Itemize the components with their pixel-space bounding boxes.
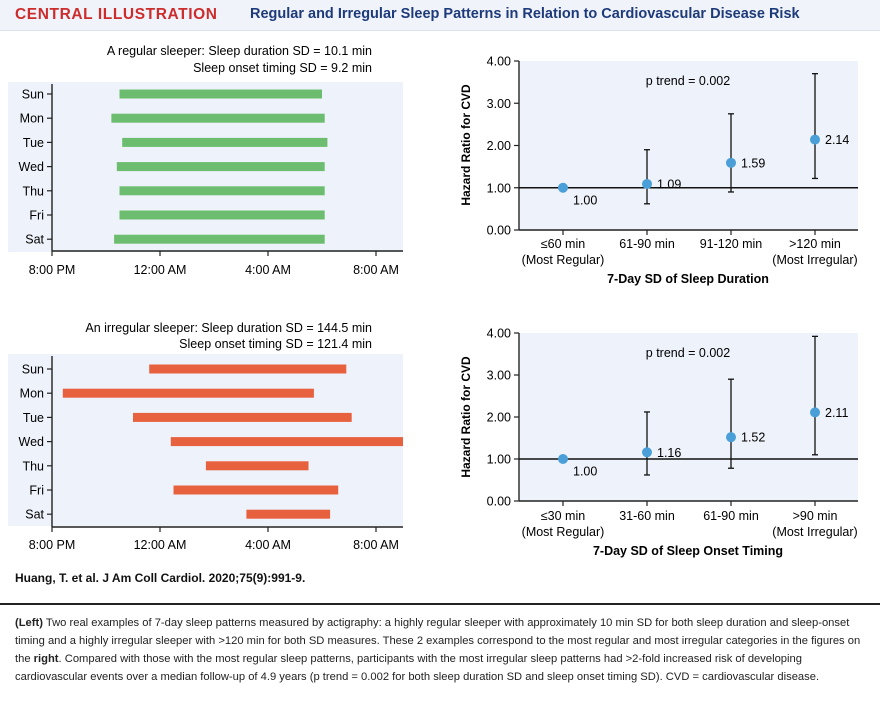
hr-duration-hr-value-label: 1.00 [573, 193, 597, 207]
illustration-title: Regular and Irregular Sleep Patterns in … [250, 6, 800, 22]
regular-sleeper-sleep-bar-thu [119, 186, 325, 196]
regular-sleeper-sleep-bar-fri [119, 210, 325, 220]
hr-duration-hr-value-label: 1.09 [657, 177, 681, 191]
regular-sleeper-title-2: Sleep onset timing SD = 9.2 min [193, 61, 372, 75]
hr-duration-x-label: 7-Day SD of Sleep Duration [607, 272, 769, 286]
illustration-header: CENTRAL ILLUSTRATION Regular and Irregul… [0, 0, 880, 31]
regular-sleeper-day-label: Thu [22, 184, 44, 198]
hr-duration-p-trend: p trend = 0.002 [646, 74, 730, 88]
irregular-sleeper-day-label: Sat [25, 508, 44, 522]
hr-duration-category-label: ≤60 min [541, 237, 585, 251]
hr-duration-hr-point [810, 134, 820, 145]
hr-onset-y-tick-label: 4.00 [487, 327, 511, 341]
regular-sleeper-time-label: 8:00 PM [29, 263, 76, 277]
regular-sleeper-sleep-bar-sat [114, 234, 325, 244]
irregular-sleeper-title-1: An irregular sleeper: Sleep duration SD … [85, 321, 372, 335]
hr-duration-y-tick-label: 3.00 [487, 97, 511, 111]
regular-sleeper-day-label: Wed [19, 160, 45, 174]
hr-onset-x-label: 7-Day SD of Sleep Onset Timing [593, 544, 783, 558]
irregular-sleeper-day-label: Mon [20, 387, 44, 401]
caption-text-2: . Compared with those with the most regu… [15, 653, 820, 683]
figure-canvas: A regular sleeper: Sleep duration SD = 1… [8, 44, 858, 558]
hr-duration-y-label: Hazard Ratio for CVD [459, 84, 473, 206]
caption-left-label: (Left) [15, 617, 43, 629]
hr-onset-category-label: >90 min [793, 509, 838, 523]
irregular-sleeper-day-label: Fri [29, 484, 44, 498]
hr-onset-category-label: ≤30 min [541, 509, 585, 523]
irregular-sleeper-sleep-bar-sat [246, 509, 331, 519]
hr-onset-y-tick-label: 0.00 [487, 495, 511, 509]
divider [0, 603, 880, 605]
hr-onset-hr-value-label: 1.00 [573, 465, 597, 479]
regular-sleeper-day-label: Fri [29, 209, 44, 223]
hr-duration-category-sublabel: (Most Regular) [522, 253, 605, 267]
hr-onset-y-tick-label: 2.00 [487, 411, 511, 425]
irregular-sleeper-title-2: Sleep onset timing SD = 121.4 min [179, 337, 372, 351]
regular-sleeper-sleep-bar-tue [122, 137, 328, 147]
hr-onset-hr-value-label: 2.11 [825, 406, 848, 420]
hr-onset-category-label: 31-60 min [619, 509, 675, 523]
hr-duration-y-tick-label: 1.00 [487, 181, 511, 195]
irregular-sleeper-sleep-bar-mon [62, 388, 314, 398]
irregular-sleeper-time-label: 8:00 AM [353, 538, 399, 552]
hr-onset-hr-value-label: 1.16 [657, 446, 681, 460]
irregular-sleeper-sleep-bar-tue [133, 412, 352, 422]
hr-duration-hr-point [642, 178, 652, 189]
hr-duration-category-label: 61-90 min [619, 237, 675, 251]
hr-duration-category-sublabel: (Most Irregular) [772, 253, 857, 267]
hr-duration-panel [520, 61, 858, 231]
caption-right-label: right [33, 653, 59, 665]
hr-onset-hr-point [726, 432, 736, 443]
irregular-sleeper-time-label: 8:00 PM [29, 538, 76, 552]
hr-onset-y-label: Hazard Ratio for CVD [459, 356, 473, 478]
regular-sleeper-day-label: Sat [25, 233, 44, 247]
irregular-sleeper-sleep-bar-thu [205, 461, 309, 471]
irregular-sleeper-time-label: 4:00 AM [245, 538, 291, 552]
regular-sleeper-time-label: 12:00 AM [134, 263, 187, 277]
figure-caption: (Left) Two real examples of 7-day sleep … [15, 614, 867, 686]
regular-sleeper-time-label: 4:00 AM [245, 263, 291, 277]
hr-onset-hr-value-label: 1.52 [741, 431, 765, 445]
irregular-sleeper-sleep-bar-sun [149, 364, 347, 374]
hr-onset-category-label: 61-90 min [703, 509, 759, 523]
regular-sleeper-time-label: 8:00 AM [353, 263, 399, 277]
hr-onset-hr-point [558, 454, 568, 464]
irregular-sleeper-day-label: Thu [22, 459, 44, 473]
irregular-sleeper-time-label: 12:00 AM [134, 538, 187, 552]
caption-text-1: Two real examples of 7-day sleep pattern… [15, 617, 861, 665]
hr-duration-hr-value-label: 1.59 [741, 156, 765, 170]
hr-onset-y-tick-label: 3.00 [487, 369, 511, 383]
hr-duration-hr-point [558, 182, 568, 193]
hr-duration-hr-point [726, 157, 736, 168]
hr-onset-category-sublabel: (Most Regular) [522, 525, 605, 539]
irregular-sleeper-day-label: Sun [22, 363, 44, 377]
hr-duration-category-label: >120 min [789, 237, 841, 251]
irregular-sleeper-sleep-bar-wed [170, 437, 403, 447]
hr-duration-y-tick-label: 2.00 [487, 139, 511, 153]
hr-onset-y-tick-label: 1.00 [487, 453, 511, 467]
hr-onset-category-sublabel: (Most Irregular) [772, 525, 857, 539]
hr-duration-y-tick-label: 4.00 [487, 55, 511, 69]
irregular-sleeper-sleep-bar-fri [173, 485, 339, 495]
regular-sleeper-day-label: Sun [22, 88, 44, 102]
central-illustration-tag: CENTRAL ILLUSTRATION [15, 6, 218, 23]
hr-onset-hr-point [810, 407, 820, 418]
regular-sleeper-sleep-bar-wed [116, 162, 325, 172]
regular-sleeper-title-1: A regular sleeper: Sleep duration SD = 1… [107, 44, 372, 58]
regular-sleeper-sleep-bar-mon [111, 113, 325, 123]
hr-duration-category-label: 91-120 min [700, 237, 763, 251]
regular-sleeper-day-label: Mon [20, 112, 44, 126]
hr-onset-hr-point [642, 447, 652, 458]
hr-onset-p-trend: p trend = 0.002 [646, 346, 730, 360]
irregular-sleeper-day-label: Wed [19, 435, 45, 449]
hr-onset-panel [520, 333, 858, 501]
irregular-sleeper-day-label: Tue [23, 411, 44, 425]
hr-duration-y-tick-label: 0.00 [487, 224, 511, 238]
citation: Huang, T. et al. J Am Coll Cardiol. 2020… [15, 571, 306, 585]
hr-duration-hr-value-label: 2.14 [825, 133, 849, 147]
regular-sleeper-day-label: Tue [23, 136, 44, 150]
regular-sleeper-sleep-bar-sun [119, 89, 322, 99]
